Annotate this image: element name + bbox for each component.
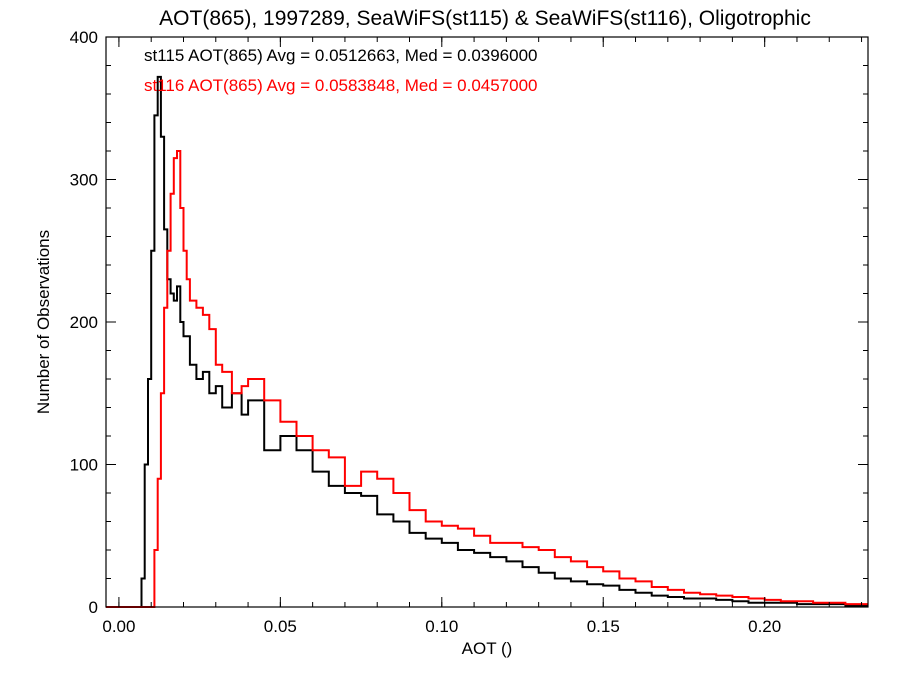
x-tick-label: 0.00 — [102, 617, 135, 636]
axes-layer: 0.00 0.05 0.10 0.15 0.20 0 100 200 300 400 — [70, 28, 868, 636]
series-line-st116 — [106, 150, 868, 608]
x-tick-label: 0.20 — [748, 617, 781, 636]
series-line-st115 — [106, 75, 868, 608]
y-axis-label: Number of Observations — [34, 230, 53, 414]
y-tick-label: 400 — [70, 28, 98, 47]
x-tick-label: 0.10 — [425, 617, 458, 636]
legend-st116: st116 AOT(865) Avg = 0.0583848, Med = 0.… — [144, 76, 538, 95]
x-axis-label: AOT () — [462, 639, 513, 658]
y-tick-label: 0 — [89, 598, 98, 617]
x-tick-label: 0.05 — [264, 617, 297, 636]
chart-title: AOT(865), 1997289, SeaWiFS(st115) & SeaW… — [159, 7, 811, 30]
x-tick-label: 0.15 — [587, 617, 620, 636]
series-layer — [106, 75, 868, 608]
y-tick-label: 100 — [70, 456, 98, 475]
plot-frame — [105, 36, 869, 608]
y-tick-label: 200 — [70, 313, 98, 332]
y-tick-label: 300 — [70, 171, 98, 190]
legend-st115: st115 AOT(865) Avg = 0.0512663, Med = 0.… — [144, 46, 538, 65]
